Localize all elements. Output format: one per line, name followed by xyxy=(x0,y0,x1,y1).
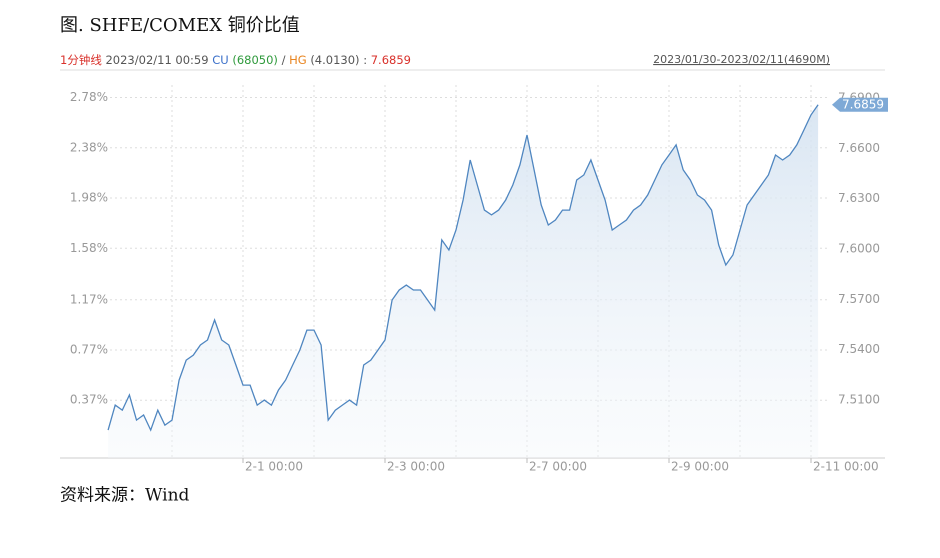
x-tick-label: 2-3 00:00 xyxy=(387,460,445,474)
area xyxy=(108,104,819,459)
y-tick-label: 2.38% xyxy=(70,140,108,154)
colon: : xyxy=(363,53,367,67)
line xyxy=(107,104,819,432)
slash: / xyxy=(282,53,286,67)
y2-tick-label: 7.6300 xyxy=(838,191,880,205)
cu-label: CU xyxy=(212,53,228,67)
period: 1分钟线 xyxy=(60,53,102,67)
y2-tick-label: 7.5700 xyxy=(838,292,880,306)
last-value: 7.6859 xyxy=(371,53,411,67)
hg-price: (4.0130) xyxy=(310,53,359,67)
chart-title: 图. SHFE/COMEX 铜价比值 xyxy=(60,15,300,36)
x-tick-label: 2-7 00:00 xyxy=(529,460,587,474)
hg-label: HG xyxy=(289,53,307,67)
source: 资料来源：Wind xyxy=(60,486,190,506)
y-tick-label: 1.98% xyxy=(70,191,108,205)
range-label[interactable]: 2023/01/30-2023/02/11(4690M) xyxy=(653,53,830,66)
y2-tick-label: 7.6000 xyxy=(838,242,880,256)
y2-tick-label: 7.5100 xyxy=(838,393,880,407)
last-value-label: 7.6859 xyxy=(842,97,884,111)
datetime: 2023/02/11 00:59 xyxy=(105,53,208,67)
x-tick-label: 2-9 00:00 xyxy=(671,460,729,474)
y-tick-label: 1.17% xyxy=(70,292,108,306)
y-tick-label: 1.58% xyxy=(70,241,108,255)
x-tick-label: 2-11 00:00 xyxy=(813,460,879,474)
cu-price: (68050) xyxy=(232,53,278,67)
x-tick-label: 2-1 00:00 xyxy=(245,460,303,474)
y2-tick-label: 7.6600 xyxy=(838,141,880,155)
y2-tick-label: 7.5400 xyxy=(838,342,880,356)
y-tick-label: 2.78% xyxy=(70,90,108,104)
last-value-tag xyxy=(832,97,888,112)
info-line: 1分钟线 2023/02/11 00:59 CU (68050) / HG (4… xyxy=(60,53,411,67)
y-tick-label: 0.37% xyxy=(70,393,108,407)
y-tick-label: 0.77% xyxy=(70,342,108,356)
